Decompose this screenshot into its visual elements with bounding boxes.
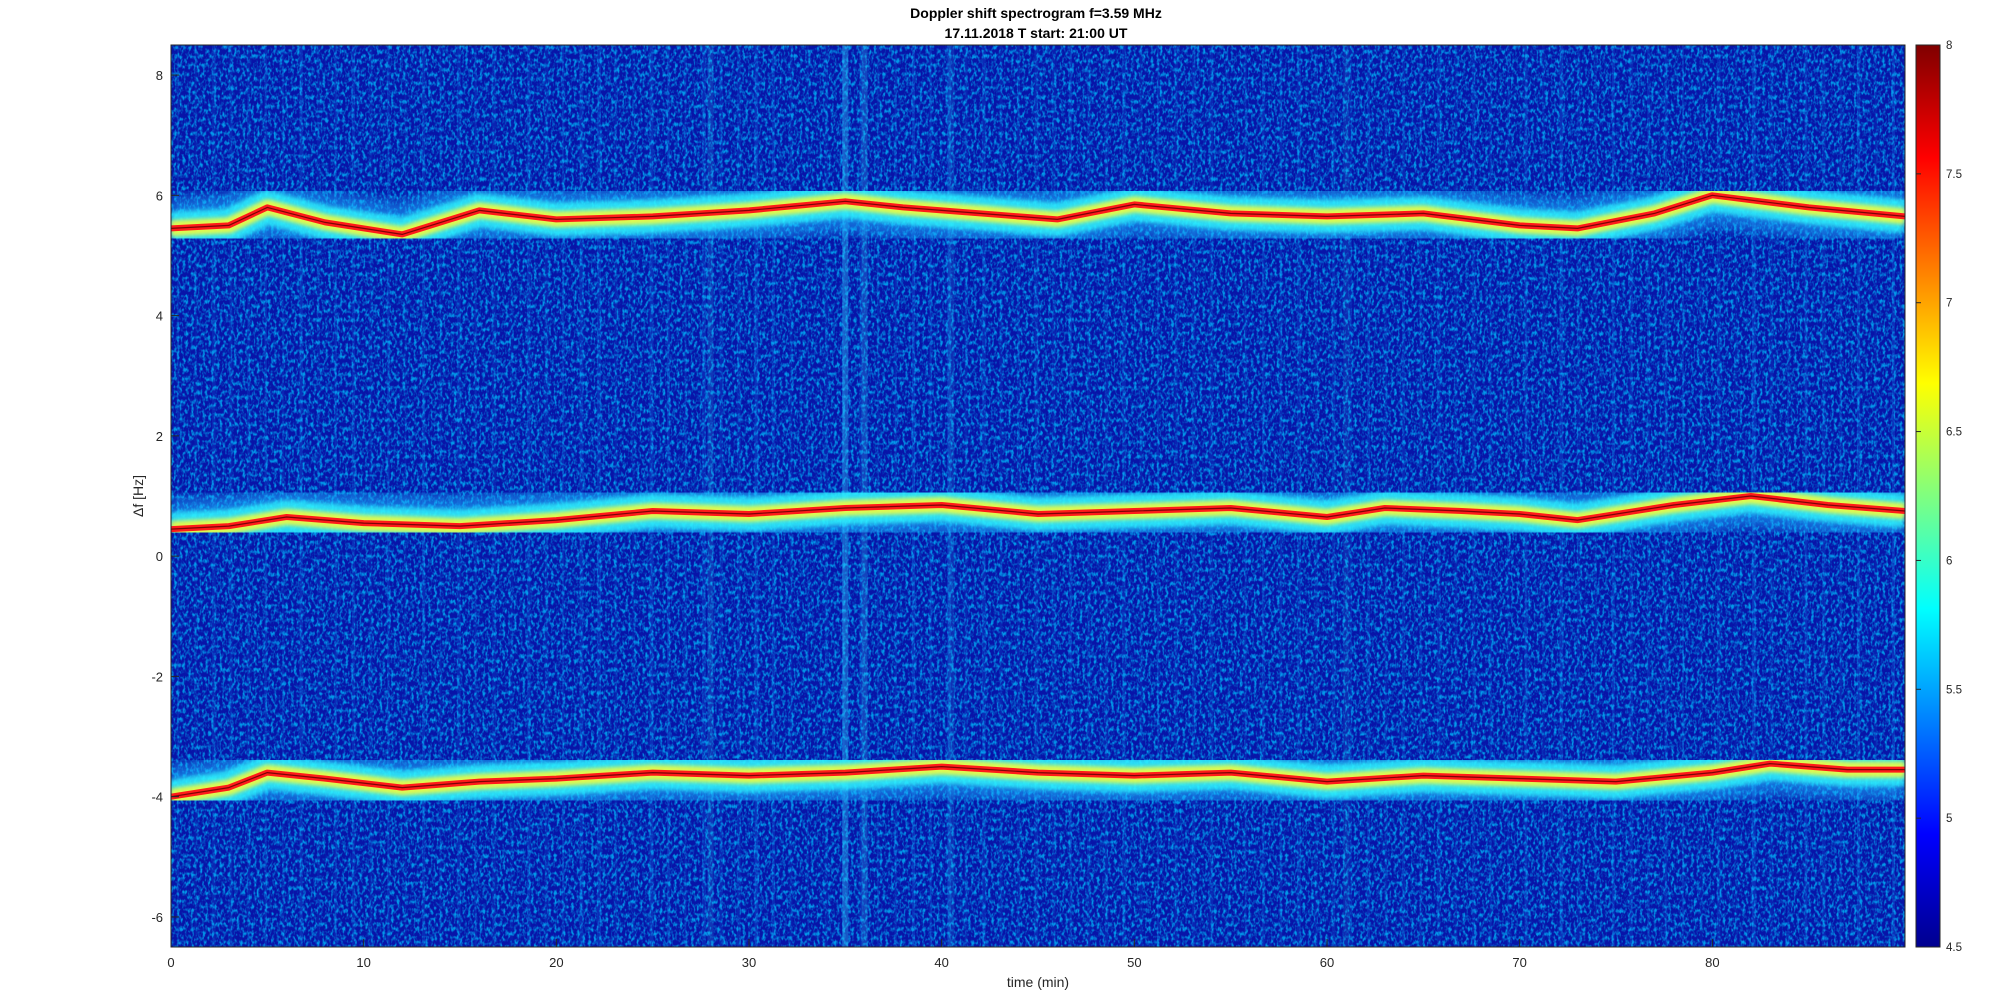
x-tick-label: 40 — [934, 955, 948, 970]
x-tick-label: 70 — [1512, 955, 1526, 970]
colorbar-tick-label: 8 — [1946, 40, 1952, 52]
y-tick-label: 8 — [156, 68, 163, 83]
y-tick-label: -6 — [151, 910, 163, 925]
x-tick-label: 80 — [1705, 955, 1719, 970]
chart-title: Doppler shift spectrogram f=3.59 MHz — [910, 5, 1162, 21]
signal-trace-2 — [171, 465, 1905, 561]
y-tick-label: 0 — [156, 549, 163, 564]
x-axis: 0 10 20 30 40 50 60 70 80 — [167, 939, 1720, 970]
y-tick-label: 6 — [156, 188, 163, 203]
signal-trace-3 — [171, 732, 1905, 828]
x-tick-label: 50 — [1127, 955, 1141, 970]
y-tick-label: 2 — [156, 429, 163, 444]
plot-frame — [170, 44, 1906, 948]
colorbar-tick-label: 4.5 — [1946, 942, 1962, 954]
y-tick-label: -4 — [151, 790, 163, 805]
signal-bands — [171, 164, 1905, 828]
signal-trace-1 — [171, 164, 1905, 266]
x-tick-label: 60 — [1320, 955, 1334, 970]
colorbar-tick-label: 7 — [1946, 298, 1952, 310]
x-tick-label: 20 — [549, 955, 563, 970]
colorbar-tick-label: 5 — [1946, 813, 1952, 825]
colorbar-tick-label: 7.5 — [1946, 169, 1962, 181]
plot-area — [171, 45, 1905, 947]
y-axis-label: Δf [Hz] — [130, 475, 146, 517]
colorbar-ticks: 4.5 5 5.5 6 6.5 7 7.5 8 — [1916, 40, 1962, 954]
colorbar-gradient — [1915, 44, 1941, 948]
colorbar-tick-label: 5.5 — [1946, 684, 1962, 696]
x-tick-label: 0 — [167, 955, 174, 970]
y-tick-label: -2 — [151, 669, 163, 684]
interference-stripe — [177, 45, 180, 947]
colorbar: 4.5 5 5.5 6 6.5 7 7.5 8 — [1915, 40, 1962, 954]
y-axis: -6 -4 -2 0 2 4 6 8 — [151, 68, 179, 925]
x-tick-label: 30 — [742, 955, 756, 970]
colorbar-tick-label: 6.5 — [1946, 427, 1962, 439]
interference-stripe — [194, 45, 198, 947]
chart-subtitle: 17.11.2018 T start: 21:00 UT — [945, 25, 1128, 41]
x-axis-label: time (min) — [1007, 974, 1069, 990]
colorbar-tick-label: 6 — [1946, 555, 1952, 567]
y-tick-label: 4 — [156, 309, 163, 324]
x-tick-label: 10 — [356, 955, 370, 970]
